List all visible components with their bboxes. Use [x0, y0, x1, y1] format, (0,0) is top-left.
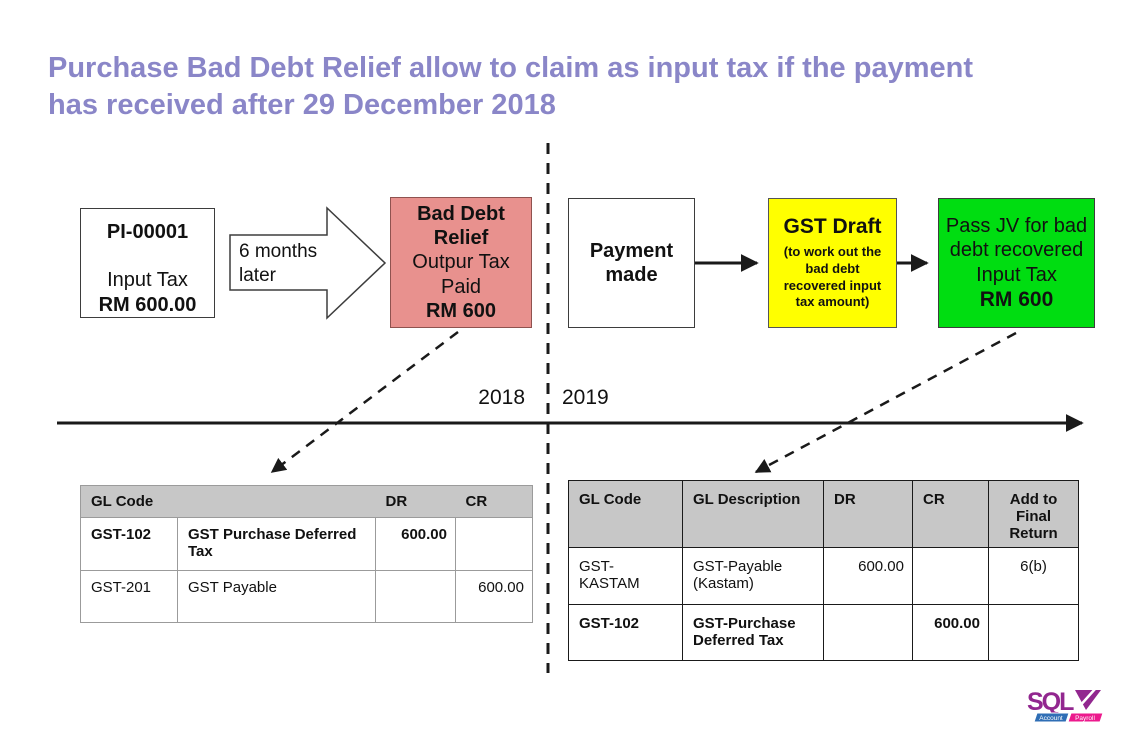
gl-desc-cell: GST-Purchase Deferred Tax [682, 604, 824, 661]
relief-amount: RM 600 [425, 300, 497, 323]
dr-cell [823, 604, 913, 661]
table-row: GST-201 GST Payable 600.00 [80, 570, 533, 623]
cr-cell: 600.00 [912, 604, 989, 661]
final-return-cell [988, 604, 1079, 661]
slide-title-line2: has received after 29 December 2018 [48, 89, 556, 122]
sql-logo-graphic: SQL Account Payroll [1027, 688, 1104, 723]
six-months-later-label: 6 months later [239, 241, 318, 286]
header-add-to-final-return: Add to Final Return [988, 480, 1079, 548]
table-2019-header-row: GL Code GL Description DR CR Add to Fina… [568, 480, 1079, 548]
purchase-invoice-box: PI-00001 Input Tax RM 600.00 [80, 208, 215, 318]
invoice-number: PI-00001 [106, 221, 189, 243]
timeline-year-2018: 2018 [478, 386, 525, 409]
header-cr: CR [455, 485, 533, 518]
slide-title: Purchase Bad Debt Relief allow to claim … [48, 50, 1108, 124]
journal-table-2018: GL Code DR CR GST-102 GST Purchase Defer… [80, 485, 533, 623]
draft-subtitle: (to work out the bad debt recovered inpu… [783, 243, 882, 310]
header-gl-code: GL Code [80, 485, 178, 518]
sql-logo-swoosh [1075, 690, 1101, 710]
header-dr: DR [823, 480, 913, 548]
gl-code-cell: GST-201 [80, 570, 178, 623]
sql-logo-swoosh-slash [1077, 688, 1096, 709]
dashed-arrow-jv-to-table [754, 331, 1017, 474]
relief-subtitle: Outpur Tax Paid [412, 251, 510, 298]
logo-payroll-label: Payroll [1075, 715, 1095, 722]
logo-account-ribbon [1033, 712, 1070, 723]
pass-jv-box: Pass JV for bad debt recovered Input Tax… [938, 198, 1095, 328]
relief-title: Bad Debt Relief [417, 202, 505, 249]
header-cr: CR [912, 480, 989, 548]
bad-debt-relief-box: Bad Debt Relief Outpur Tax Paid RM 600 [390, 197, 532, 328]
table-row: GST-102 GST-Purchase Deferred Tax 600.00 [568, 604, 1079, 661]
sql-logo-text: SQL [1027, 688, 1074, 716]
six-months-arrow-shape [229, 206, 387, 320]
invoice-tax-label: Input Tax [107, 269, 188, 292]
final-return-cell: 6(b) [988, 547, 1079, 605]
payment-label: Payment made [589, 239, 674, 286]
gl-code-cell: GST-KASTAM [568, 547, 683, 605]
cr-cell: 600.00 [455, 570, 533, 623]
gl-code-cell: GST-102 [568, 604, 683, 661]
payment-made-box: Payment made [568, 198, 695, 328]
gl-desc-cell: GST Purchase Deferred Tax [177, 517, 376, 571]
timeline-year-2019: 2019 [562, 386, 609, 409]
cr-cell [912, 547, 989, 605]
sql-logo: SQL Account Payroll [1025, 687, 1105, 725]
logo-payroll-ribbon [1067, 712, 1104, 723]
gl-desc-cell: GST Payable [177, 570, 376, 623]
slide-title-line1: Purchase Bad Debt Relief allow to claim … [48, 52, 973, 84]
logo-account-label: Account [1039, 715, 1063, 722]
dr-cell: 600.00 [823, 547, 913, 605]
gl-code-cell: GST-102 [80, 517, 178, 571]
gl-desc-cell: GST-Payable (Kastam) [682, 547, 824, 605]
table-2018-header-row: GL Code DR CR [80, 485, 533, 518]
gst-draft-box: GST Draft (to work out the bad debt reco… [768, 198, 897, 328]
table-row: GST-102 GST Purchase Deferred Tax 600.00 [80, 517, 533, 571]
table-row: GST-KASTAM GST-Payable (Kastam) 600.00 6… [568, 547, 1079, 605]
header-dr: DR [375, 485, 456, 518]
jv-text: Pass JV for bad debt recovered Input Tax [945, 214, 1088, 286]
invoice-amount: RM 600.00 [98, 293, 197, 316]
header-gl-code: GL Code [568, 480, 683, 548]
header-gl-description: GL Description [682, 480, 824, 548]
cr-cell [455, 517, 533, 571]
dashed-arrow-relief-to-table [270, 331, 459, 473]
dr-cell [375, 570, 456, 623]
draft-title: GST Draft [783, 214, 882, 238]
jv-amount: RM 600 [979, 288, 1054, 312]
header-blank [177, 485, 376, 518]
journal-table-2019: GL Code GL Description DR CR Add to Fina… [568, 480, 1079, 661]
dr-cell: 600.00 [375, 517, 456, 571]
